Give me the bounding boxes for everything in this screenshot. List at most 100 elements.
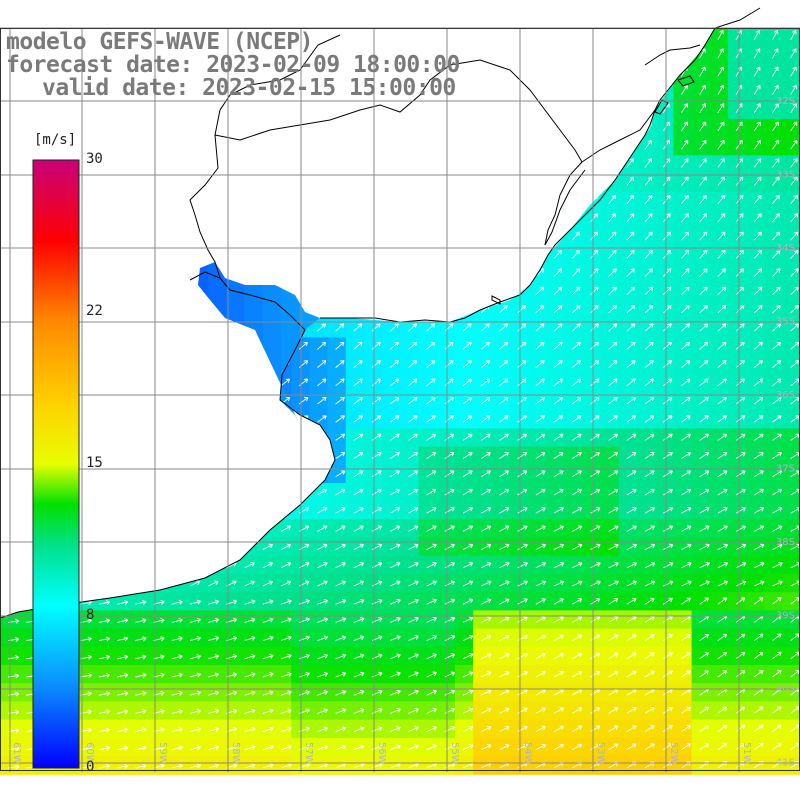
wind-arrow — [535, 616, 546, 623]
wind-speed-cell — [345, 155, 365, 175]
wind-arrow — [644, 634, 655, 641]
wind-speed-cell — [364, 228, 383, 247]
wind-speed-cell — [618, 337, 638, 357]
wind-arrow — [608, 743, 619, 751]
wind-arrow — [499, 139, 507, 150]
wind-arrow — [553, 305, 563, 314]
wind-speed-cell — [382, 737, 401, 757]
wind-speed-cell — [364, 100, 383, 120]
wind-speed-cell — [327, 628, 347, 648]
wind-arrow — [662, 378, 673, 387]
wind-speed-cell — [709, 246, 729, 266]
wind-speed-cell — [782, 119, 800, 138]
wind-arrow — [753, 249, 763, 259]
wind-arrow — [317, 396, 327, 405]
wind-speed-cell — [527, 646, 547, 666]
wind-arrow — [280, 488, 291, 496]
wind-arrow — [480, 231, 489, 241]
wind-speed-cell — [782, 737, 800, 757]
wind-arrow — [444, 158, 452, 168]
wind-speed-cell — [764, 646, 784, 666]
wind-speed-cell — [198, 395, 209, 415]
wind-arrow — [171, 378, 181, 387]
wind-speed-cell — [198, 262, 209, 269]
wind-speed-cell — [473, 64, 492, 84]
wind-speed-cell — [491, 665, 511, 684]
wind-arrow — [699, 249, 708, 259]
wind-speed-cell — [764, 665, 784, 684]
wind-arrow — [317, 433, 327, 441]
wind-speed-cell — [236, 464, 256, 484]
wind-speed-cell — [364, 119, 383, 138]
wind-speed-cell — [418, 355, 438, 375]
wind-speed-cell — [182, 282, 201, 302]
wind-arrow — [608, 378, 618, 387]
wind-arrow — [25, 213, 34, 223]
wind-speed-cell — [200, 410, 219, 429]
wind-speed-cell — [527, 301, 547, 320]
wind-speed-cell — [473, 392, 492, 411]
wind-speed-cell — [746, 665, 765, 684]
wind-speed-cell — [309, 574, 329, 593]
wind-speed-cell — [673, 719, 693, 739]
wind-arrow — [44, 103, 51, 114]
wind-arrow — [317, 525, 328, 532]
wind-arrow — [790, 194, 799, 205]
wind-speed-cell — [782, 82, 800, 102]
wind-arrow — [317, 726, 329, 733]
wind-speed-cell — [299, 304, 318, 324]
wind-arrow — [753, 341, 763, 350]
wind-speed-cell — [400, 28, 420, 47]
wind-arrow — [280, 708, 292, 714]
wind-arrow — [280, 617, 292, 623]
wind-arrow — [753, 742, 764, 751]
wind-arrow — [135, 378, 145, 387]
wind-arrow — [626, 194, 635, 205]
wind-speed-cell — [236, 373, 256, 393]
wind-speed-cell — [709, 592, 729, 611]
wind-speed-cell — [509, 173, 529, 193]
wind-speed-cell — [91, 683, 110, 702]
wind-arrow — [608, 84, 615, 95]
wind-speed-cell — [254, 428, 274, 448]
wind-arrow — [644, 360, 654, 368]
wind-speed-cell — [782, 410, 800, 429]
wind-arrow — [135, 341, 145, 350]
wind-arrow — [353, 360, 363, 368]
wind-arrow — [189, 121, 197, 132]
wind-speed-cell — [109, 373, 128, 393]
wind-speed-cell — [226, 413, 246, 425]
wind-arrow — [517, 360, 527, 368]
wind-arrow — [571, 543, 583, 551]
wind-arrow — [753, 396, 764, 405]
wind-arrow — [426, 580, 437, 587]
wind-arrow — [444, 176, 453, 186]
wind-arrow — [317, 286, 326, 296]
wind-speed-cell — [236, 264, 256, 284]
wind-arrow — [189, 433, 200, 441]
wind-arrow — [116, 103, 124, 114]
wind-arrow — [626, 707, 637, 714]
wind-speed-cell — [109, 701, 128, 721]
wind-arrow — [480, 268, 490, 277]
wind-arrow — [135, 562, 146, 569]
wind-arrow — [772, 378, 782, 387]
wind-arrow — [116, 543, 128, 551]
wind-speed-cell — [327, 665, 347, 684]
wind-arrow — [681, 652, 692, 660]
wind-speed-cell — [582, 264, 602, 284]
wind-speed-cell — [418, 173, 438, 193]
wind-arrow — [681, 158, 689, 168]
wind-arrow — [772, 651, 782, 660]
wind-arrow — [408, 525, 419, 532]
wind-speed-cell — [182, 519, 201, 539]
wind-speed-cell — [473, 82, 492, 102]
wind-speed-cell — [364, 173, 383, 193]
wind-speed-cell — [764, 628, 784, 648]
wind-speed-cell — [728, 282, 747, 302]
wind-speed-cell — [109, 301, 128, 320]
wind-speed-cell — [436, 210, 456, 229]
wind-arrow — [135, 580, 146, 587]
wind-arrow — [772, 194, 780, 205]
wind-arrow — [335, 213, 344, 223]
